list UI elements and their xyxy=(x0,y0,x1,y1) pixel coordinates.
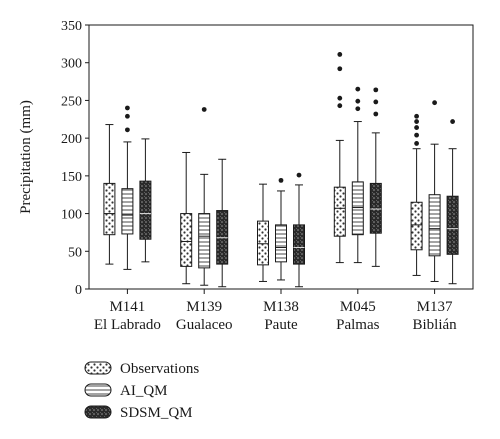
box-2 xyxy=(257,183,269,282)
outlier-point xyxy=(355,106,361,112)
box-iqr xyxy=(139,180,152,240)
category-station-label: Biblián xyxy=(413,317,458,333)
box-iqr xyxy=(428,194,441,257)
y-tick-label: 150 xyxy=(61,170,82,185)
outlier-point xyxy=(414,113,419,119)
outlier-point xyxy=(414,125,419,130)
box-iqr xyxy=(446,195,459,255)
box-4 xyxy=(428,100,441,282)
y-tick-label: 200 xyxy=(61,132,82,147)
box-iqr xyxy=(369,182,382,234)
outlier-point xyxy=(296,172,302,178)
outlier-point xyxy=(278,177,284,183)
box-1 xyxy=(216,158,229,288)
box-0 xyxy=(139,138,152,263)
series-sdsm-qm xyxy=(139,87,459,288)
category-code-label: M138 xyxy=(263,299,299,315)
y-tick-label: 100 xyxy=(61,208,82,223)
category-code-label: M141 xyxy=(109,299,145,315)
y-tick-label: 250 xyxy=(61,94,82,109)
outlier-point xyxy=(450,119,455,124)
legend-item: AI_QM xyxy=(84,383,168,399)
legend-label: AI_QM xyxy=(120,383,168,399)
category-code-label: M137 xyxy=(417,299,453,315)
outlier-point xyxy=(414,132,419,138)
category-station-label: El Labrado xyxy=(94,317,161,333)
box-0 xyxy=(121,105,134,270)
box-iqr xyxy=(351,181,364,236)
category-code-label: M139 xyxy=(186,299,222,315)
y-tick-label: 300 xyxy=(61,57,82,72)
series-ai-qm xyxy=(121,86,441,286)
legend-swatch xyxy=(84,383,112,397)
outlier-point xyxy=(125,113,130,119)
box-1 xyxy=(180,151,193,285)
box-iqr xyxy=(257,220,269,266)
outlier-point xyxy=(355,86,361,92)
outlier-point xyxy=(337,103,343,109)
box-3 xyxy=(369,87,382,267)
outlier-point xyxy=(373,111,379,117)
legend-swatch xyxy=(84,361,112,375)
box-4 xyxy=(410,113,423,276)
box-iqr xyxy=(410,201,423,251)
outlier-point xyxy=(414,141,419,146)
box-iqr xyxy=(103,182,116,236)
y-axis: 0 50 100 150 200 250 300 350 xyxy=(61,19,89,298)
legend-item: SDSM_QM xyxy=(84,405,193,421)
box-2 xyxy=(293,172,305,288)
outlier-point xyxy=(125,105,130,111)
y-tick-label: 50 xyxy=(68,245,82,260)
category-station-label: Paute xyxy=(264,317,298,333)
box-iqr xyxy=(333,186,346,237)
box-0 xyxy=(103,124,116,265)
legend-label: SDSM_QM xyxy=(120,405,193,421)
y-tick-label: 350 xyxy=(61,19,82,34)
outlier-point xyxy=(337,95,343,101)
box-2 xyxy=(275,177,287,281)
outlier-point xyxy=(355,98,361,104)
category-station-label: Gualaceo xyxy=(176,317,233,333)
legend-swatch xyxy=(84,405,112,419)
legend: Observations AI_QM SDSM_QM xyxy=(84,361,199,421)
outlier-point xyxy=(373,99,379,105)
box-series-group xyxy=(103,52,459,288)
y-tick-label: 0 xyxy=(75,283,82,298)
box-iqr xyxy=(180,213,193,267)
outlier-point xyxy=(373,87,379,93)
box-3 xyxy=(333,52,346,264)
box-iqr xyxy=(293,224,305,265)
outlier-point xyxy=(201,107,207,112)
outlier-point xyxy=(337,52,343,57)
y-axis-label: Precipitation (mm) xyxy=(18,100,34,214)
outlier-point xyxy=(125,127,130,133)
box-iqr xyxy=(121,188,134,235)
series-observations xyxy=(103,52,423,285)
outlier-point xyxy=(432,100,437,106)
x-axis: M141 El Labrado M139 Gualaceo M138 Paute M045 P… xyxy=(94,289,457,333)
category-station-label: Palmas xyxy=(336,317,379,333)
legend-item: Observations xyxy=(84,361,199,377)
outlier-point xyxy=(337,66,343,72)
outlier-point xyxy=(414,119,419,124)
box-1 xyxy=(198,107,211,286)
box-iqr xyxy=(198,213,211,269)
box-3 xyxy=(351,86,364,264)
category-code-label: M045 xyxy=(340,299,376,315)
box-4 xyxy=(446,119,459,285)
legend-label: Observations xyxy=(120,361,199,377)
box-iqr xyxy=(275,224,287,263)
